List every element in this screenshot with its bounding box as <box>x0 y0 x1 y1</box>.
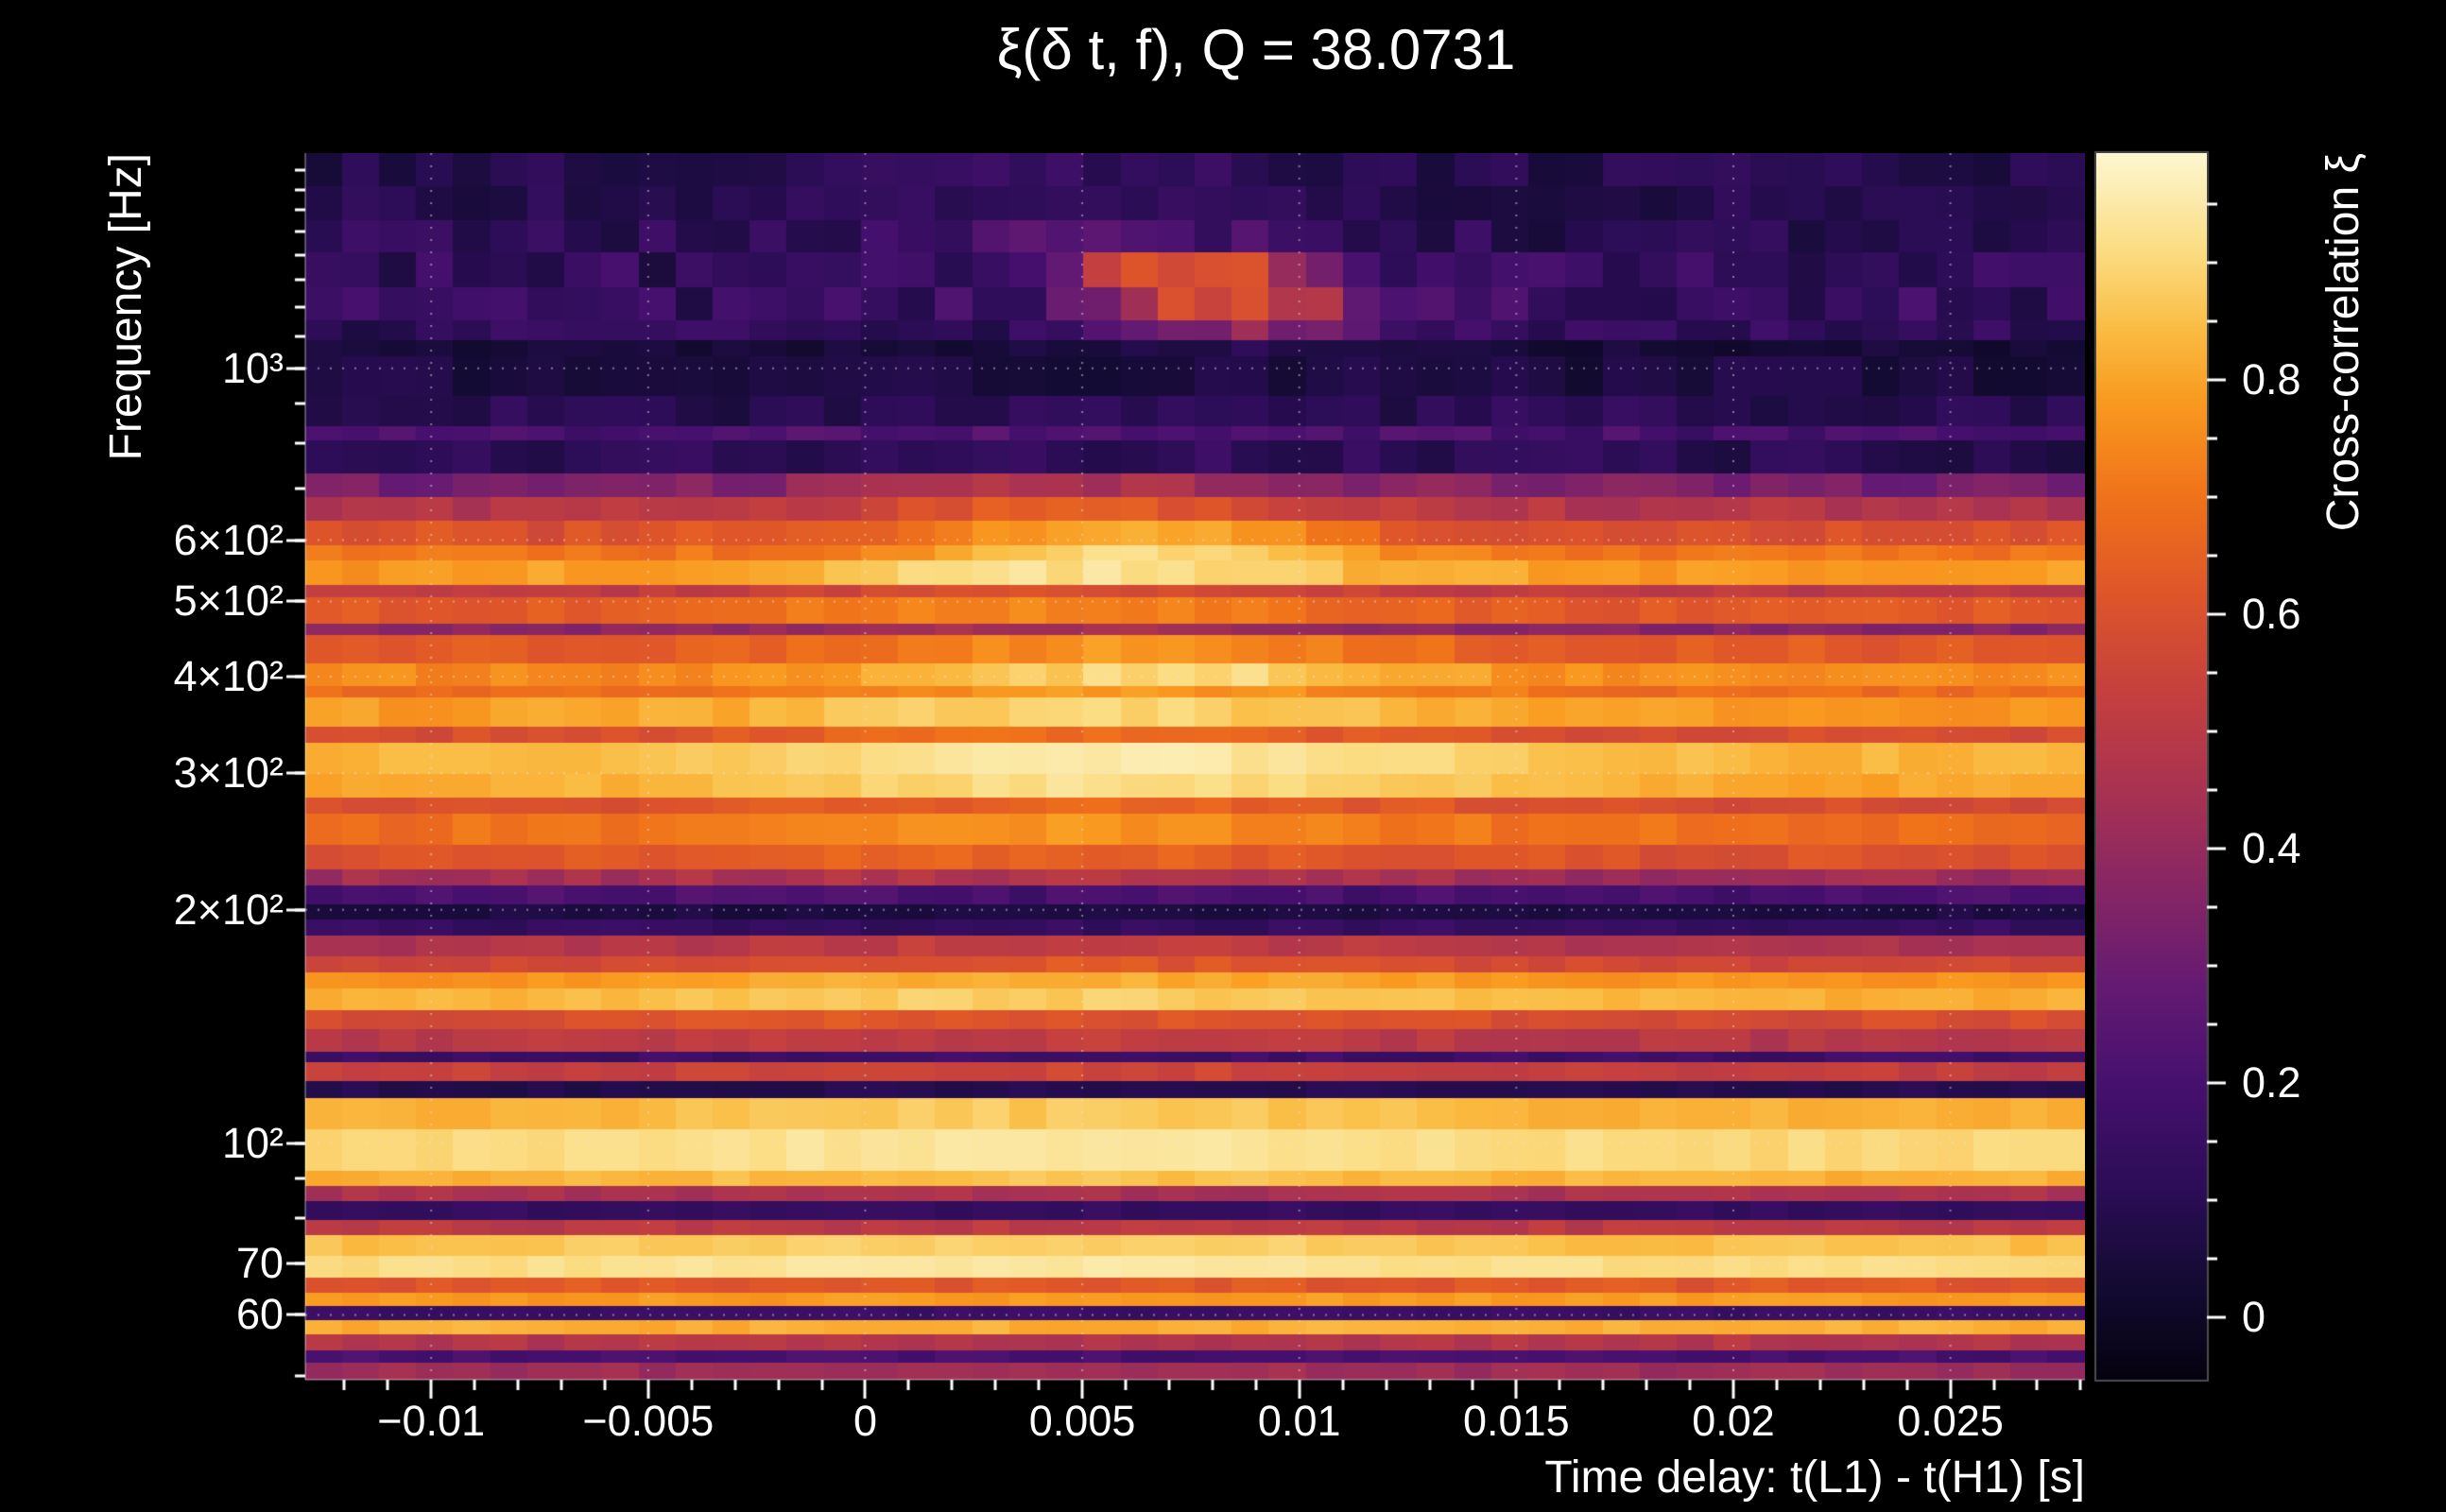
x-axis-title: Time delay: t(L1) - t(H1) [s] <box>1544 1452 2085 1503</box>
y-tick-label: 70 <box>235 1238 284 1287</box>
x-tick-label: 0.015 <box>1463 1397 1570 1445</box>
x-tick-label: 0.01 <box>1257 1397 1341 1445</box>
colorbar-tick-label: 0.6 <box>2242 590 2301 639</box>
x-tick-label: 0.005 <box>1028 1397 1136 1445</box>
y-tick-label: 2×10² <box>173 885 284 934</box>
x-tick-label: −0.01 <box>377 1397 486 1445</box>
colorbar-title: Cross-correlation ξ <box>2318 153 2368 532</box>
x-tick-label: 0.025 <box>1897 1397 2004 1445</box>
colorbar-tick-label: 0.8 <box>2242 355 2301 404</box>
x-tick-label: 0 <box>853 1397 877 1445</box>
colorbar-tick-label: 0 <box>2242 1293 2266 1342</box>
y-tick-label: 10² <box>221 1118 284 1167</box>
y-tick-label: 60 <box>235 1290 284 1339</box>
x-tick-label: −0.005 <box>582 1397 715 1445</box>
y-tick-label: 4×10² <box>173 651 284 700</box>
y-tick-label: 6×10² <box>173 515 284 564</box>
y-tick-label: 3×10² <box>173 748 284 798</box>
y-tick-label: 5×10² <box>173 576 284 626</box>
colorbar-tick-label: 0.4 <box>2242 824 2301 873</box>
y-tick-label: 10³ <box>221 343 284 392</box>
x-tick-label: 0.02 <box>1692 1397 1775 1445</box>
colorbar-tick-label: 0.2 <box>2242 1058 2301 1108</box>
